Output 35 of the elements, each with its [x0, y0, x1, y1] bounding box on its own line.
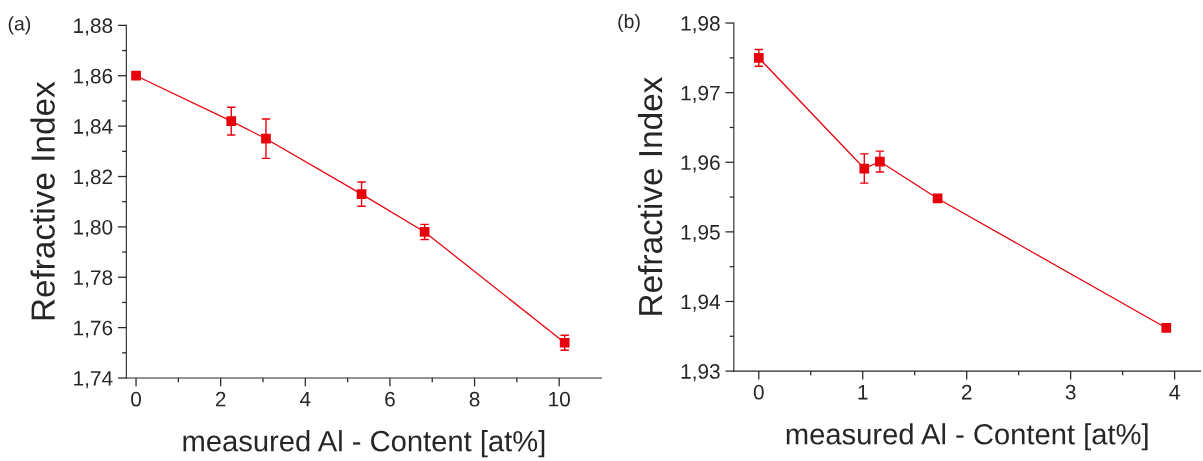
y-axis-title: Refractive Index [637, 77, 663, 315]
x-tick-label: 10 [549, 391, 570, 407]
y-tick-label: 1,95 [681, 224, 720, 243]
y-tick-label: 1,74 [74, 371, 113, 389]
x-tick-label: 1 [858, 385, 868, 400]
y-tick-label: 1,76 [74, 320, 113, 338]
point [753, 52, 764, 63]
chart-title: (a) [8, 16, 31, 35]
point [1161, 323, 1172, 333]
point [226, 116, 237, 126]
y-tick-label: 1,94 [681, 294, 721, 312]
y-tick-label: 1,93 [681, 364, 720, 382]
y-tick-label: 1,97 [681, 85, 720, 103]
y-tick-label: 1,78 [74, 270, 113, 288]
y-tick-label: 1,96 [681, 155, 720, 173]
x-tick-label: 0 [753, 384, 764, 400]
x-tick-label: 4 [299, 391, 311, 407]
x-tick-label: 8 [469, 391, 480, 407]
y-tick-label: 1,86 [74, 68, 113, 86]
x-tick-label: 0 [131, 391, 142, 407]
x-axis-title: measured Al - Content [at%] [786, 423, 1148, 451]
x-tick-label: 2 [961, 384, 972, 400]
y-tick-label: 1,98 [681, 16, 720, 34]
y-tick-label: 1,88 [74, 18, 113, 36]
y-axis-title: Refractive Index [30, 81, 55, 320]
x-tick-label: 6 [385, 391, 395, 407]
x-tick-label: 4 [1169, 385, 1180, 400]
y-tick-label: 1,80 [74, 219, 113, 238]
y-tick-label: 1,82 [74, 169, 113, 187]
x-tick-label: 3 [1065, 384, 1076, 400]
y-tick-label: 1,84 [74, 119, 113, 137]
chart-title: (b) [618, 13, 640, 33]
x-tick-label: 2 [215, 391, 226, 407]
x-axis-title: measured Al - Content [at%] [183, 430, 545, 458]
point [559, 337, 570, 348]
